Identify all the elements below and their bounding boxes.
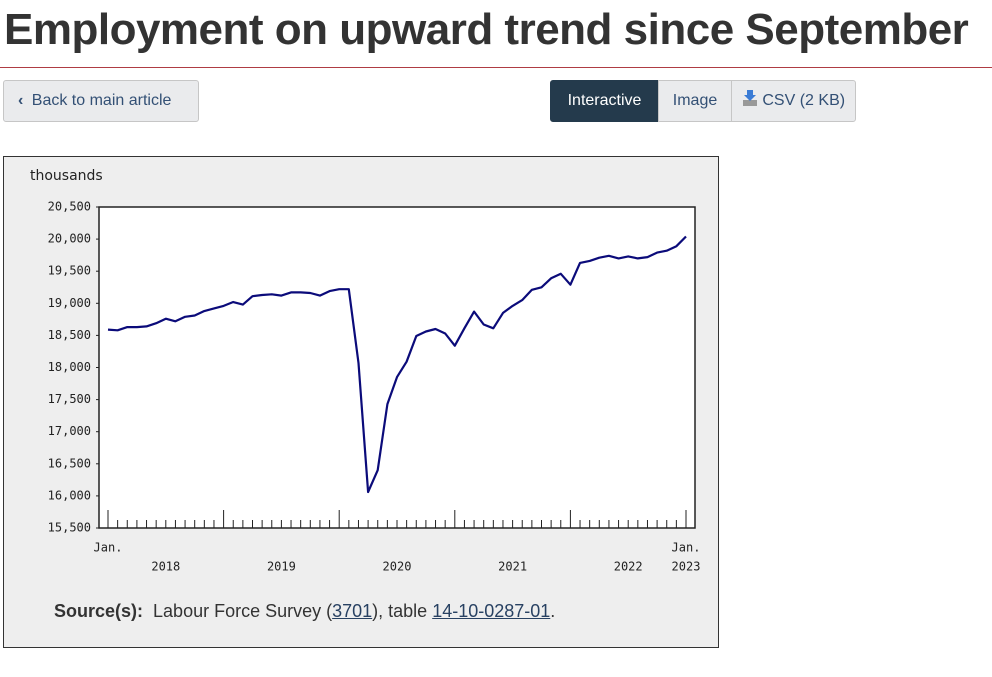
y-unit-label: thousands [30, 168, 103, 184]
x-year-label: 2020 [383, 560, 412, 574]
chevron-icon: ‹ [18, 92, 24, 109]
y-tick-label: 16,000 [48, 488, 91, 502]
source-text: ), table [372, 601, 433, 621]
plot-area [98, 206, 696, 529]
source-link[interactable]: 14-10-0287-01 [432, 601, 551, 621]
tab-label: Interactive [567, 92, 642, 109]
x-year-label: 2018 [151, 560, 180, 574]
y-tick-label: 16,500 [48, 456, 91, 470]
csv-button[interactable]: CSV (2 KB) [731, 80, 856, 122]
x-tick-label: Jan. [672, 541, 701, 555]
source: Source(s): Labour Force Survey (3701), t… [54, 601, 555, 622]
line-series [107, 235, 687, 494]
x-year-label: 2022 [614, 560, 643, 574]
source-text: . [550, 601, 556, 621]
x-year-label: 2023 [672, 560, 701, 574]
chart: thousands 15,500 16,000 16,500 17,000 17,500… [30, 168, 701, 574]
source-label: Source(s): [54, 601, 144, 621]
y-tick-label: 20,000 [48, 232, 91, 246]
x-year-label: 2021 [498, 560, 527, 574]
page-title: Employment on upward trend since Septemb… [4, 5, 969, 54]
back-button[interactable]: ‹ Back to main article [3, 80, 199, 122]
source-text: Labour Force Survey ( [153, 601, 333, 621]
y-tick-label: 18,500 [48, 328, 91, 342]
image-tab[interactable]: Image [658, 80, 732, 122]
download-icon [742, 90, 757, 106]
source-link[interactable]: 3701 [332, 601, 373, 621]
tab-label: Image [672, 92, 718, 109]
x-tick-label: Jan. [94, 541, 123, 555]
back-label: Back to main article [31, 92, 172, 109]
y-tick-label: 19,500 [48, 264, 91, 278]
chart-panel: thousands 15,500 16,000 16,500 17,000 17,500… [3, 156, 719, 648]
x-year-label: 2019 [267, 560, 296, 574]
y-tick-label: 17,500 [48, 392, 91, 406]
y-tick-label: 18,000 [48, 360, 91, 374]
y-tick-label: 20,500 [48, 200, 91, 214]
y-tick-label: 17,000 [48, 424, 91, 438]
y-tick-label: 19,000 [48, 296, 91, 310]
y-tick-label: 15,500 [48, 521, 91, 535]
interactive-tab[interactable]: Interactive [550, 80, 659, 122]
tab-label: CSV (2 KB) [762, 92, 846, 109]
title-rule [0, 67, 992, 68]
